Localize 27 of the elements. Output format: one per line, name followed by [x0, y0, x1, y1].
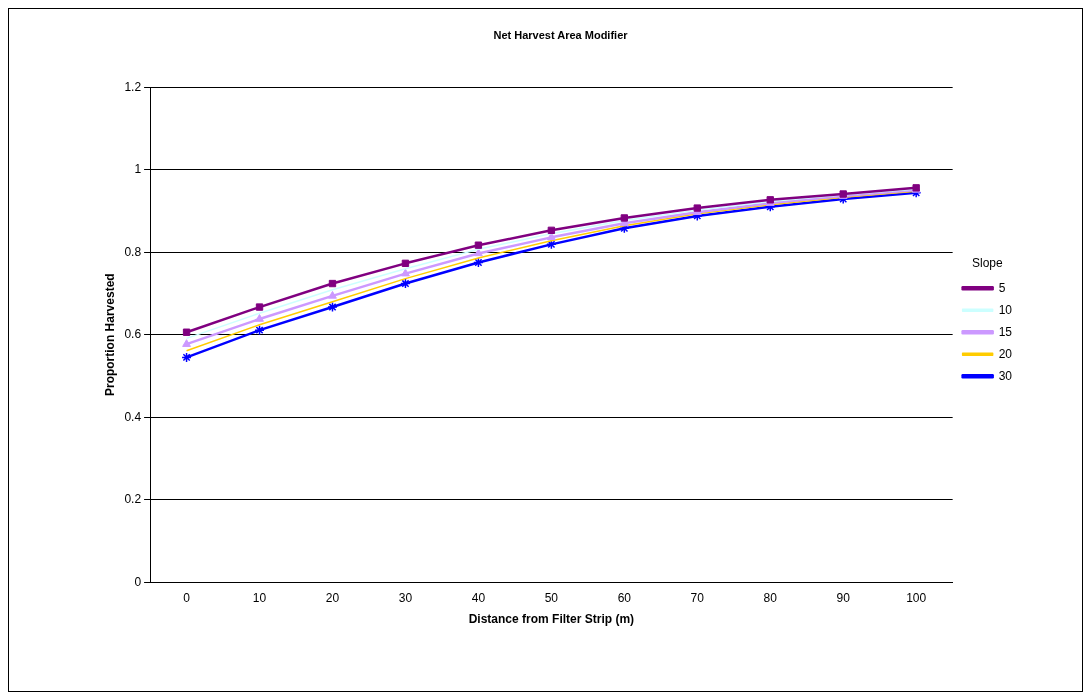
legend-label: 15	[998, 324, 1013, 339]
y-tick-label: 0	[134, 574, 142, 589]
y-tick-label: 1.2	[124, 79, 142, 94]
x-tick-label: 30	[398, 590, 413, 605]
legend-label: 30	[998, 368, 1013, 383]
x-tick-label: 70	[690, 590, 705, 605]
y-tick-label: 0.4	[124, 409, 142, 424]
x-tick-label: 40	[471, 590, 486, 605]
y-tick-label: 1	[134, 162, 142, 177]
y-tick-label: 0.8	[124, 244, 142, 259]
x-tick-label: 10	[252, 590, 267, 605]
legend-label: 10	[998, 302, 1013, 317]
x-axis-title: Distance from Filter Strip (m)	[468, 612, 635, 627]
y-tick-label: 0.2	[124, 492, 142, 507]
x-tick-label: 90	[836, 590, 851, 605]
y-axis-title: Proportion Harvested	[102, 273, 117, 397]
y-tick-label: 0.6	[124, 327, 142, 342]
x-tick-label: 80	[763, 590, 778, 605]
chart-title: Net Harvest Area Modifier	[493, 28, 629, 41]
legend-title: Slope	[971, 256, 1003, 271]
x-tick-label: 0	[183, 590, 191, 605]
x-tick-label: 20	[325, 590, 340, 605]
x-tick-label: 60	[617, 590, 632, 605]
legend-label: 5	[998, 280, 1006, 295]
legend-label: 20	[998, 346, 1013, 361]
x-tick-label: 100	[906, 590, 927, 605]
x-tick-label: 50	[544, 590, 559, 605]
